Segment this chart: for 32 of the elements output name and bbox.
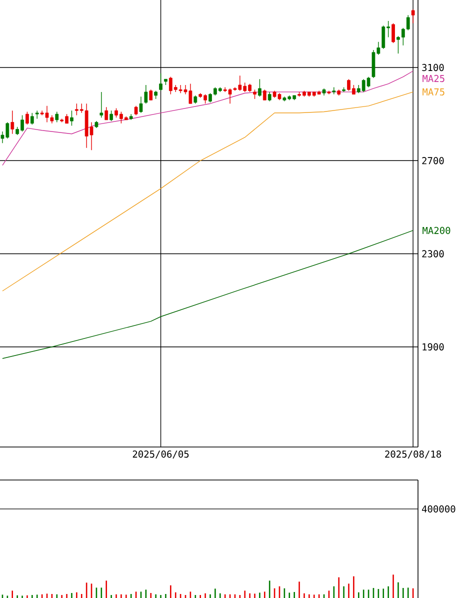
- series-label: MA200: [422, 226, 450, 234]
- candlestick: [392, 22, 395, 44]
- x-tick-label: 2025/08/18: [385, 450, 442, 458]
- candlestick: [55, 111, 59, 123]
- candlestick: [258, 78, 262, 97]
- line-series: [2, 92, 414, 292]
- candlestick: [139, 96, 143, 114]
- y-tick-label: 2700: [422, 157, 444, 164]
- candlestick: [253, 89, 256, 100]
- candlestick: [70, 110, 74, 126]
- candlestick: [100, 92, 104, 118]
- candlestick: [10, 110, 14, 134]
- candlestick: [30, 112, 34, 125]
- candlestick: [134, 106, 138, 116]
- series-label: MA25: [422, 74, 444, 82]
- candlestick: [144, 84, 148, 104]
- x-tick-label: 2025/06/05: [132, 450, 189, 458]
- candlestick: [149, 89, 153, 100]
- candlestick: [26, 111, 29, 125]
- candlestick: [411, 8, 415, 24]
- line-series: [2, 230, 414, 359]
- series-label: MA75: [422, 88, 444, 96]
- y-tick-label: 1900: [422, 343, 444, 350]
- candlestick: [110, 110, 113, 122]
- candlestick: [268, 92, 272, 102]
- candlestick: [159, 72, 162, 92]
- y-tick-label: 3100: [422, 64, 444, 72]
- candlestick: [332, 86, 336, 95]
- candlestick: [104, 106, 108, 120]
- candlestick: [262, 89, 266, 100]
- y-tick-label: 400000: [422, 505, 456, 513]
- y-tick-label: 2300: [422, 250, 444, 258]
